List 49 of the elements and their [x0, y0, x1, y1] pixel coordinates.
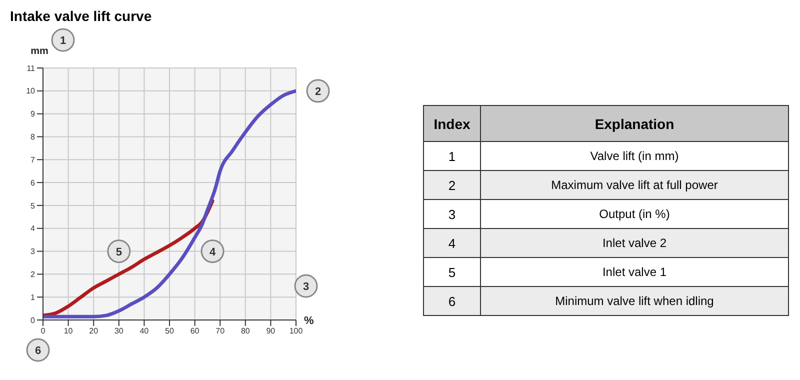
- circle-badge: 1: [51, 28, 75, 52]
- x-tick-label: 20: [89, 326, 99, 336]
- text: 4: [424, 228, 480, 258]
- y-tick-label: 11: [26, 64, 36, 73]
- x-axis-title: %: [304, 314, 314, 327]
- annotation: 4: [209, 246, 216, 258]
- circle-badge: 2: [306, 79, 330, 103]
- y-axis-title: mm: [30, 46, 48, 57]
- annotation: 5: [116, 246, 122, 258]
- y-tick-label: 10: [26, 86, 36, 96]
- y-tick-label: 0: [30, 316, 36, 325]
- y-tick-label: 3: [30, 247, 36, 256]
- y-tick-label: 7: [30, 155, 36, 164]
- circle-badge: 3: [294, 274, 318, 298]
- x-tick-label: 10: [64, 326, 74, 336]
- text: 6: [424, 286, 480, 316]
- chart-title: Intake valve lift curve: [10, 8, 152, 24]
- x-tick-label: 40: [140, 326, 150, 336]
- x-tick-label: 70: [216, 326, 226, 336]
- text: Maximum valve lift at full power: [480, 170, 788, 200]
- circle-badge: 6: [26, 338, 50, 362]
- y-tick-label: 1: [30, 292, 36, 302]
- x-tick-label: 100: [289, 326, 304, 336]
- text: Minimum valve lift when idling: [480, 286, 788, 316]
- text: 1: [424, 142, 480, 170]
- text: Output (in %): [480, 200, 788, 228]
- y-tick-label: 5: [30, 201, 36, 210]
- y-tick-label: 9: [30, 110, 36, 119]
- x-tick-label: 60: [190, 326, 200, 336]
- text: Valve lift (in mm): [480, 142, 788, 170]
- y-tick-label: 2: [30, 270, 36, 280]
- text: Inlet valve 1: [480, 258, 788, 286]
- y-tick-label: 6: [30, 178, 36, 188]
- x-tick-label: 90: [266, 326, 276, 336]
- text: Index: [424, 106, 480, 142]
- text: 3: [424, 200, 480, 228]
- x-tick-label: 0: [40, 326, 46, 336]
- text: Explanation: [480, 106, 788, 142]
- circle-badge: 5: [107, 240, 131, 264]
- text: 2: [424, 170, 480, 200]
- text: 5: [424, 258, 480, 286]
- text: Inlet valve 2: [480, 228, 788, 258]
- annotation: 2: [314, 86, 322, 98]
- circle-badge: 4: [200, 240, 224, 264]
- y-tick-label: 4: [30, 224, 36, 234]
- y-tick-label: 8: [30, 132, 36, 142]
- x-tick-label: 50: [165, 326, 174, 336]
- x-tick-label: 80: [240, 326, 250, 336]
- x-tick-label: 30: [114, 326, 124, 336]
